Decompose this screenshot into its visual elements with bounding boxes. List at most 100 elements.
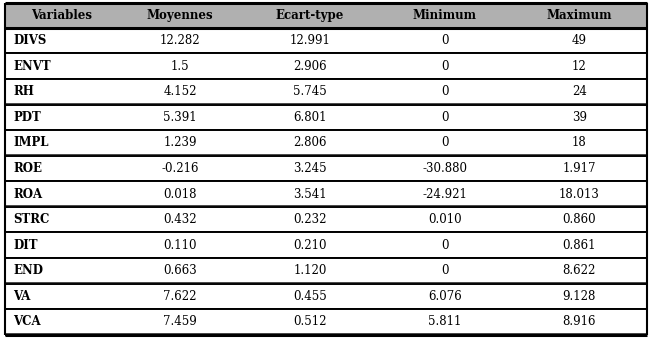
Bar [378, 104, 512, 130]
Bar [117, 233, 243, 258]
Text: 8.622: 8.622 [563, 264, 596, 277]
Text: 2.906: 2.906 [293, 60, 327, 73]
Text: 0.210: 0.210 [293, 239, 327, 252]
Text: PDT: PDT [13, 111, 41, 124]
Text: 0: 0 [441, 137, 449, 149]
Bar [512, 156, 647, 181]
Text: 6.076: 6.076 [428, 290, 462, 303]
Text: 0.232: 0.232 [293, 213, 327, 226]
Text: 7.459: 7.459 [163, 315, 197, 328]
Text: -0.216: -0.216 [161, 162, 199, 175]
Bar [117, 258, 243, 284]
Bar [512, 258, 647, 284]
Bar [378, 130, 512, 156]
Text: 0: 0 [441, 111, 449, 124]
Text: 0.512: 0.512 [293, 315, 327, 328]
Bar [512, 53, 647, 79]
Bar [117, 28, 243, 53]
Text: 0.663: 0.663 [163, 264, 197, 277]
Text: VA: VA [13, 290, 31, 303]
Text: 3.541: 3.541 [293, 188, 327, 200]
Text: Moyennes: Moyennes [147, 9, 213, 22]
Text: 8.916: 8.916 [563, 315, 596, 328]
Text: ROE: ROE [13, 162, 42, 175]
Text: Minimum: Minimum [413, 9, 477, 22]
Text: Maximum: Maximum [546, 9, 612, 22]
Bar [512, 233, 647, 258]
Text: END: END [13, 264, 43, 277]
Text: 18: 18 [572, 137, 587, 149]
Bar [5, 28, 117, 53]
Text: 0.861: 0.861 [563, 239, 596, 252]
Bar [117, 181, 243, 207]
Bar [512, 79, 647, 104]
Text: 1.5: 1.5 [171, 60, 189, 73]
Bar [378, 233, 512, 258]
Bar [117, 3, 243, 28]
Bar [5, 233, 117, 258]
Bar [378, 28, 512, 53]
Text: 0.010: 0.010 [428, 213, 462, 226]
Bar [243, 28, 378, 53]
Text: 1.917: 1.917 [563, 162, 596, 175]
Text: 1.120: 1.120 [293, 264, 327, 277]
Bar [243, 53, 378, 79]
Bar [243, 233, 378, 258]
Bar [5, 284, 117, 309]
Text: 0.018: 0.018 [163, 188, 197, 200]
Text: -30.880: -30.880 [422, 162, 467, 175]
Text: ROA: ROA [13, 188, 42, 200]
Bar [243, 284, 378, 309]
Text: RH: RH [13, 85, 34, 98]
Bar [117, 207, 243, 233]
Text: 0.110: 0.110 [163, 239, 197, 252]
Text: 5.391: 5.391 [163, 111, 197, 124]
Bar [378, 207, 512, 233]
Bar [5, 130, 117, 156]
Bar [243, 156, 378, 181]
Bar [512, 181, 647, 207]
Text: -24.921: -24.921 [422, 188, 467, 200]
Text: 2.806: 2.806 [293, 137, 327, 149]
Bar [117, 79, 243, 104]
Bar [117, 284, 243, 309]
Text: 9.128: 9.128 [563, 290, 596, 303]
Bar [512, 207, 647, 233]
Text: 0: 0 [441, 264, 449, 277]
Text: IMPL: IMPL [13, 137, 48, 149]
Text: STRC: STRC [13, 213, 50, 226]
Text: 1.239: 1.239 [163, 137, 197, 149]
Bar [5, 156, 117, 181]
Bar [378, 309, 512, 335]
Bar [5, 207, 117, 233]
Text: 3.245: 3.245 [293, 162, 327, 175]
Text: 6.801: 6.801 [293, 111, 327, 124]
Bar [117, 309, 243, 335]
Text: 49: 49 [572, 34, 587, 47]
Bar [378, 79, 512, 104]
Text: 24: 24 [572, 85, 587, 98]
Bar [5, 3, 117, 28]
Bar [243, 130, 378, 156]
Text: 5.745: 5.745 [293, 85, 327, 98]
Bar [512, 284, 647, 309]
Text: DIT: DIT [13, 239, 38, 252]
Bar [378, 53, 512, 79]
Text: 12.282: 12.282 [160, 34, 200, 47]
Bar [243, 181, 378, 207]
Text: 4.152: 4.152 [163, 85, 197, 98]
Text: ENVT: ENVT [13, 60, 51, 73]
Bar [243, 258, 378, 284]
Bar [5, 104, 117, 130]
Text: 0: 0 [441, 85, 449, 98]
Text: VCA: VCA [13, 315, 40, 328]
Bar [117, 104, 243, 130]
Bar [378, 3, 512, 28]
Text: 5.811: 5.811 [428, 315, 462, 328]
Bar [117, 156, 243, 181]
Text: DIVS: DIVS [13, 34, 46, 47]
Bar [243, 3, 378, 28]
Text: Variables: Variables [31, 9, 92, 22]
Text: 12: 12 [572, 60, 587, 73]
Text: 0.432: 0.432 [163, 213, 197, 226]
